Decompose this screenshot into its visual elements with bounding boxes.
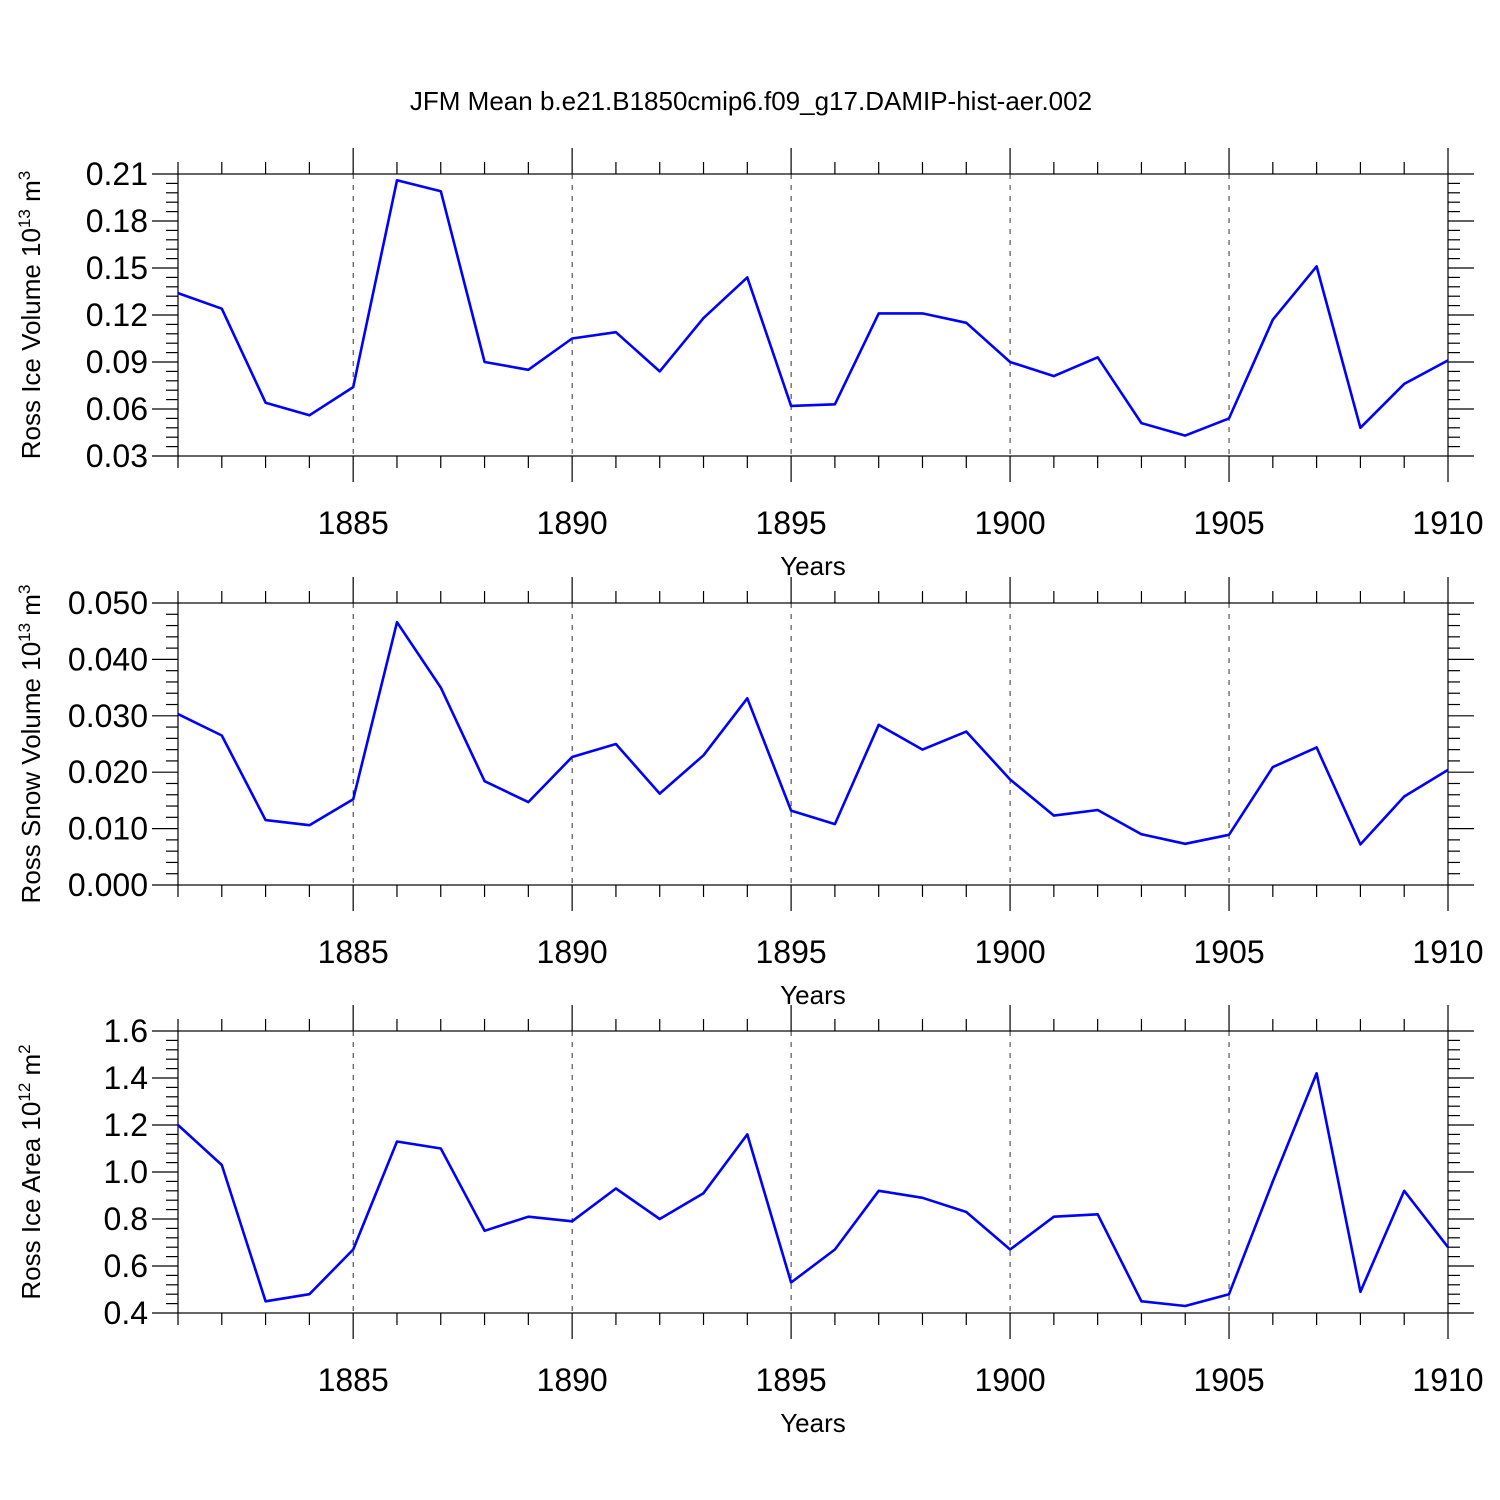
x-tick-label: 1910 xyxy=(1412,505,1483,541)
y-tick-label: 0.18 xyxy=(86,203,148,239)
x-tick-label: 1890 xyxy=(537,1362,608,1398)
y-tick-label: 0.12 xyxy=(86,297,148,333)
series-line-1 xyxy=(177,179,1449,437)
y-tick-label: 0.4 xyxy=(104,1295,148,1331)
y-axis-title-part: 3 xyxy=(15,171,34,180)
y-tick-label: 0.15 xyxy=(86,250,148,286)
panel-3: 0.4 0.6 0.8 1.0 1.2 1.4 1.6 1885 1890 1895 1900 190… xyxy=(15,1005,1484,1438)
x-tick-label: 1900 xyxy=(974,934,1045,970)
y-axis-title: Ross Snow Volume 1013 m3 xyxy=(15,585,46,904)
y-axis-title-part: 3 xyxy=(15,585,34,594)
y-axis-title-part: m xyxy=(16,1054,46,1083)
y-tick-label: 0.09 xyxy=(86,344,148,380)
y-tick-label: 1.4 xyxy=(104,1060,148,1096)
x-tick-label: 1900 xyxy=(974,1362,1045,1398)
y-tick-label: 0.21 xyxy=(86,156,148,192)
y-axis-title-part: 12 xyxy=(15,1083,34,1102)
y-tick-label: 1.6 xyxy=(104,1013,148,1049)
x-tick-label: 1910 xyxy=(1412,1362,1483,1398)
x-tick-label: 1885 xyxy=(318,934,389,970)
y-axis-title: Ross Ice Volume 1013 m3 xyxy=(15,171,46,460)
y-tick-label: 0.6 xyxy=(104,1248,148,1284)
y-axis-title-part: 13 xyxy=(15,209,34,228)
y-tick-label: 0.050 xyxy=(68,585,148,621)
x-tick-label: 1890 xyxy=(537,505,608,541)
y-tick-label: 0.8 xyxy=(104,1201,148,1237)
y-tick-label: 0.020 xyxy=(68,754,148,790)
plot-frame xyxy=(177,602,1449,886)
x-axis-title: Years xyxy=(780,980,846,1010)
chart-title: JFM Mean b.e21.B1850cmip6.f09_g17.DAMIP-… xyxy=(410,86,1092,116)
y-axis-title-part: Ross Ice Volume 10 xyxy=(16,228,46,459)
x-tick-label: 1890 xyxy=(537,934,608,970)
x-tick-label: 1895 xyxy=(756,505,827,541)
x-tick-label: 1905 xyxy=(1193,505,1264,541)
y-axis-title: Ross Ice Area 1012 m2 xyxy=(15,1044,46,1299)
y-tick-label: 0.010 xyxy=(68,811,148,847)
x-axis-title: Years xyxy=(780,1408,846,1438)
y-axis-title-part: m xyxy=(16,594,46,623)
y-tick-label: 1.2 xyxy=(104,1107,148,1143)
y-tick-label: 1.0 xyxy=(104,1154,148,1190)
y-tick-label: 0.030 xyxy=(68,698,148,734)
x-tick-label: 1895 xyxy=(756,1362,827,1398)
y-axis-title-part: Ross Ice Area 10 xyxy=(16,1102,46,1300)
y-tick-label: 0.000 xyxy=(68,867,148,903)
series-line-1 xyxy=(177,620,1449,846)
y-tick-label: 0.040 xyxy=(68,641,148,677)
plot-frame xyxy=(177,1030,1449,1314)
x-tick-label: 1895 xyxy=(756,934,827,970)
x-tick-label: 1905 xyxy=(1193,934,1264,970)
y-tick-label: 0.06 xyxy=(86,391,148,427)
panel-2: 0.000 0.010 0.020 0.030 0.040 0.050 1885 1890 18… xyxy=(15,577,1484,1010)
y-axis-title-part: 2 xyxy=(15,1044,34,1053)
y-axis-title-part: 13 xyxy=(15,623,34,642)
x-tick-label: 1910 xyxy=(1412,934,1483,970)
y-tick-label: 0.03 xyxy=(86,438,148,474)
x-tick-label: 1885 xyxy=(318,1362,389,1398)
x-tick-label: 1905 xyxy=(1193,1362,1264,1398)
series-line-1 xyxy=(177,1072,1450,1308)
y-axis-title-part: m xyxy=(16,180,46,209)
y-axis-title-part: Ross Snow Volume 10 xyxy=(16,642,46,904)
x-axis-title: Years xyxy=(780,551,846,581)
x-tick-label: 1885 xyxy=(318,505,389,541)
panels: 0.03 0.06 0.09 0.12 0.15 0.18 0.21 1885 1890 1895… xyxy=(15,148,1484,1438)
panel-1: 0.03 0.06 0.09 0.12 0.15 0.18 0.21 1885 1890 1895… xyxy=(15,148,1484,581)
x-tick-label: 1900 xyxy=(974,505,1045,541)
